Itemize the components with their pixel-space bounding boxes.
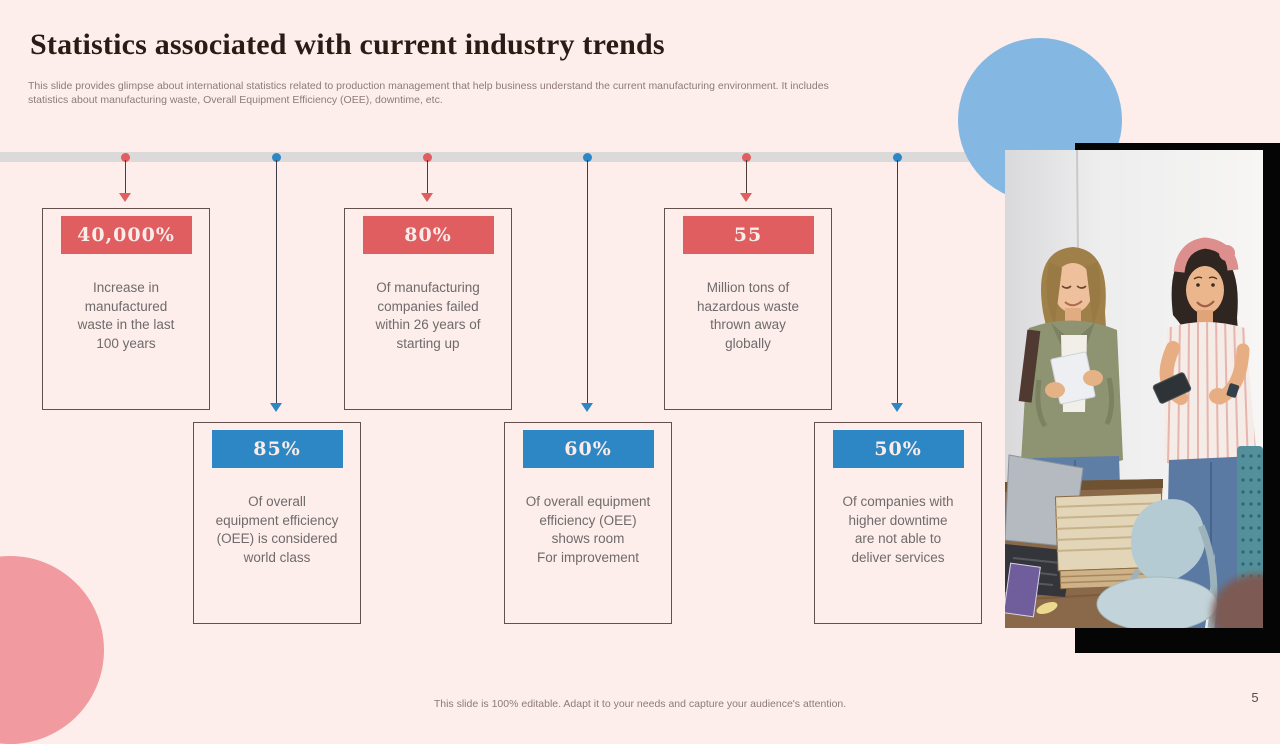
- timeline-connector-2: [421, 153, 433, 203]
- connector-line: [426, 160, 428, 193]
- stat-box-3: 55 Million tons of hazardous waste thrown…: [664, 208, 832, 410]
- classroom-photo-illustration: [1003, 149, 1280, 654]
- footer-note: This slide is 100% editable. Adapt it to…: [433, 698, 847, 710]
- timeline-connector-4: [270, 153, 282, 413]
- timeline-dot: [892, 153, 902, 162]
- connector-line: [124, 160, 126, 193]
- photo-purple-book: [1003, 562, 1041, 618]
- arrow-down-icon: [740, 193, 752, 202]
- decor-circle-pink: [0, 556, 104, 744]
- classroom-photo: [1003, 149, 1280, 654]
- timeline-dot: [582, 153, 592, 162]
- arrow-down-icon: [270, 403, 282, 412]
- timeline-bar: [0, 152, 1280, 162]
- arrow-down-icon: [581, 403, 593, 412]
- photo-chairs: [1096, 446, 1263, 632]
- page-title: Statistics associated with current indus…: [30, 28, 665, 61]
- timeline-connector-3: [740, 153, 752, 203]
- stat-value-badge: 55: [682, 216, 814, 254]
- timeline-dot: [741, 153, 751, 162]
- stat-value-badge: 40,000%: [60, 216, 192, 254]
- stat-description: Million tons of hazardous waste thrown a…: [696, 280, 800, 351]
- arrow-down-icon: [421, 193, 433, 202]
- page-number: 5: [1251, 690, 1259, 705]
- timeline-dot: [271, 153, 281, 162]
- stat-value-badge: 50%: [832, 430, 964, 468]
- arrow-down-icon: [891, 403, 903, 412]
- timeline-dot: [120, 153, 130, 162]
- stat-value-badge: 60%: [522, 430, 654, 468]
- stat-description: Of overall equipment efficiency (OEE) is…: [215, 494, 339, 565]
- stat-description: Of companies with higher downtime are no…: [842, 494, 954, 565]
- stat-box-1: 40,000% Increase in manufactured waste in…: [42, 208, 210, 410]
- timeline-dot: [422, 153, 432, 162]
- stat-box-4: 85% Of overall equipment efficiency (OEE)…: [193, 422, 361, 624]
- slide-description-line2: statistics about manufacturing waste, Ov…: [28, 94, 443, 106]
- slide-description: This slide provides glimpse about intern…: [28, 79, 963, 107]
- timeline-connector-5: [581, 153, 593, 413]
- arrow-down-icon: [119, 193, 131, 202]
- stat-box-5: 60% Of overall equipment efficiency (OEE)…: [504, 422, 672, 624]
- connector-line: [896, 160, 898, 403]
- photo-sticky-note: [1036, 601, 1058, 615]
- timeline-connector-1: [119, 153, 131, 203]
- stat-description: Of manufacturing companies failed within…: [375, 280, 481, 351]
- stat-box-6: 50% Of companies with higher downtime are…: [814, 422, 982, 624]
- stat-box-2: 80% Of manufacturing companies failed wit…: [344, 208, 512, 410]
- stat-description: Increase in manufactured waste in the la…: [77, 280, 175, 351]
- connector-line: [586, 160, 588, 403]
- slide-description-line1: This slide provides glimpse about intern…: [28, 80, 829, 92]
- timeline-connector-6: [891, 153, 903, 413]
- connector-line: [745, 160, 747, 193]
- stat-value-badge: 80%: [362, 216, 494, 254]
- stat-description: Of overall equipment efficiency (OEE) sh…: [525, 494, 651, 565]
- stat-value-badge: 85%: [211, 430, 343, 468]
- connector-line: [275, 160, 277, 403]
